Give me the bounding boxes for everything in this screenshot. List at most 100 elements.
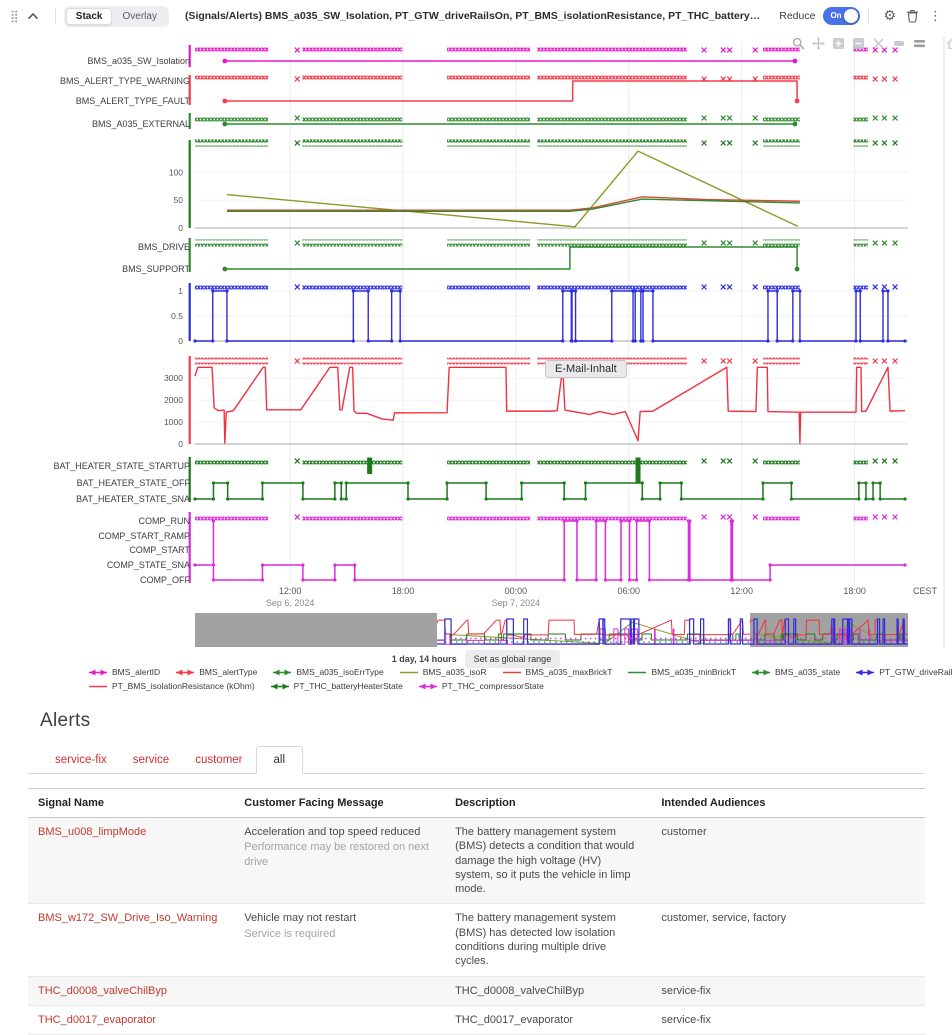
audiences-cell: service-fix	[651, 976, 925, 1006]
column-header: Customer Facing Message	[234, 788, 446, 818]
widget-header: ⣿ Stack Overlay (Signals/Alerts) BMS_a03…	[0, 0, 952, 32]
svg-text:2000: 2000	[164, 395, 183, 405]
legend-marker-icon	[418, 683, 437, 689]
legend-item[interactable]: BMS_alertID	[88, 667, 160, 677]
pan-icon[interactable]	[812, 37, 825, 50]
chart-legend: BMS_alertID BMS_alertType BMS_a035_isoErrT…	[88, 667, 952, 695]
customer-message-cell	[234, 976, 446, 1006]
svg-text:BAT_HEATER_STATE_SNA: BAT_HEATER_STATE_SNA	[76, 494, 190, 504]
svg-text:COMP_START_RAMP: COMP_START_RAMP	[98, 531, 190, 541]
svg-text:COMP_OFF: COMP_OFF	[140, 575, 191, 585]
legend-label: BMS_alertType	[199, 667, 258, 677]
legend-item[interactable]: BMS_alertType	[175, 667, 257, 677]
column-header: Intended Audiences	[651, 788, 925, 818]
alerts-title: Alerts	[40, 710, 91, 731]
svg-text:0: 0	[178, 223, 183, 233]
legend-item[interactable]: BMS_a035_isoR	[399, 667, 487, 677]
message-secondary: Performance may be restored on next driv…	[244, 841, 429, 868]
svg-text:1000: 1000	[164, 417, 183, 427]
alerts-table: Signal Name Customer Facing Message Descri…	[28, 788, 925, 1035]
tab-all[interactable]: all	[255, 746, 304, 774]
hover-tooltip: E-Mail-Inhalt	[545, 360, 627, 378]
toggle-lines-icon[interactable]	[913, 38, 926, 49]
divider	[54, 8, 56, 24]
legend-marker-icon	[89, 685, 107, 687]
svg-text:COMP_STATE_SNA: COMP_STATE_SNA	[107, 560, 190, 570]
collapse-chevron-icon[interactable]	[27, 12, 39, 20]
table-row: BMS_w172_SW_Drive_Iso_Warning Vehicle may…	[28, 903, 925, 977]
signal-name-link[interactable]: BMS_w172_SW_Drive_Iso_Warning	[28, 903, 235, 977]
drag-handle-icon[interactable]: ⣿	[10, 9, 19, 23]
legend-marker-icon	[89, 669, 107, 675]
svg-text:0: 0	[178, 336, 183, 346]
reduce-label: Reduce	[779, 10, 816, 22]
signal-name-link[interactable]: THC_d0008_valveChilByp	[28, 976, 235, 1006]
legend-item[interactable]: BMS_a035_isoErrType	[272, 667, 384, 677]
audiences-cell: customer, service, factory	[651, 903, 925, 977]
legend-label: PT_BMS_isolationResistance (kOhm)	[112, 681, 255, 691]
signal-name-link[interactable]: BMS_u008_limpMode	[28, 817, 235, 905]
legend-label: BMS_a035_state	[775, 667, 841, 677]
zoom-icon[interactable]	[792, 37, 805, 50]
trash-icon[interactable]	[906, 9, 919, 23]
spikelines-icon[interactable]	[892, 38, 906, 49]
legend-item[interactable]: PT_THC_batteryHeaterState	[270, 681, 403, 691]
svg-text:18:00: 18:00	[392, 586, 415, 596]
description-cell: The battery management system (BMS) has …	[445, 903, 652, 977]
table-row: THC_d0008_valveChilByp THC_d0008_valveChi…	[28, 976, 925, 1006]
overlay-button[interactable]: Overlay	[112, 8, 166, 25]
reduce-toggle[interactable]: On	[823, 7, 861, 25]
stack-button[interactable]: Stack	[65, 7, 113, 25]
customer-message-cell	[234, 1005, 446, 1035]
svg-text:12:00: 12:00	[730, 586, 753, 596]
legend-marker-icon	[502, 671, 521, 673]
range-duration-label: 1 day, 14 hours	[391, 654, 457, 664]
svg-text:CEST: CEST	[913, 586, 938, 596]
tab-service[interactable]: service	[132, 754, 170, 766]
svg-text:Sep 6, 2024: Sep 6, 2024	[266, 598, 315, 608]
tab-service-fix[interactable]: service-fix	[55, 754, 107, 766]
description-cell: THC_d0017_evaporator	[445, 1005, 652, 1035]
legend-item[interactable]: PT_THC_compressorState	[418, 681, 544, 691]
legend-label: PT_THC_batteryHeaterState	[293, 681, 403, 691]
home-reset-icon[interactable]	[946, 37, 952, 50]
message-primary: Acceleration and top speed reduced	[244, 826, 421, 838]
svg-text:BMS_ALERT_TYPE_FAULT: BMS_ALERT_TYPE_FAULT	[76, 96, 191, 106]
legend-label: BMS_alertID	[112, 667, 161, 677]
legend-marker-icon	[399, 671, 418, 673]
legend-label: BMS_a035_isoR	[422, 667, 487, 677]
description-cell: The battery management system (BMS) dete…	[445, 817, 652, 905]
legend-item[interactable]: BMS_a035_maxBrickT	[502, 667, 612, 677]
kebab-menu-icon[interactable]: ⋮	[929, 8, 942, 24]
autoscale-icon[interactable]	[872, 37, 885, 50]
stack-overlay-segmented-control: Stack Overlay	[63, 5, 169, 27]
legend-item[interactable]: PT_BMS_isolationResistance (kOhm)	[88, 681, 255, 691]
customer-message-cell: Vehicle may not restart Service is requir…	[234, 903, 446, 977]
description-cell: THC_d0008_valveChilByp	[445, 976, 652, 1006]
legend-item[interactable]: PT_GTW_driveRailsOn	[855, 667, 952, 677]
legend-label: BMS_a035_isoErrType	[296, 667, 384, 677]
svg-text:00:00: 00:00	[505, 586, 528, 596]
svg-text:BMS_SUPPORT: BMS_SUPPORT	[122, 264, 190, 274]
signal-plot-widget: ⣿ Stack Overlay (Signals/Alerts) BMS_a03…	[0, 0, 952, 695]
settings-gear-icon[interactable]: ⚙	[883, 8, 896, 24]
svg-text:COMP_START: COMP_START	[129, 545, 190, 555]
legend-marker-icon	[856, 669, 875, 675]
legend-label: PT_THC_compressorState	[441, 681, 544, 691]
svg-text:06:00: 06:00	[618, 586, 641, 596]
svg-text:1: 1	[178, 286, 183, 296]
set-global-range-button[interactable]: Set as global range	[464, 650, 561, 668]
zoom-out-icon[interactable]	[852, 37, 865, 50]
legend-item[interactable]: BMS_a035_state	[751, 667, 840, 677]
signal-name-link[interactable]: THC_d0017_evaporator	[28, 1005, 235, 1035]
legend-marker-icon	[270, 683, 289, 689]
svg-text:100: 100	[169, 167, 183, 177]
alerts-section: Alerts service-fix service customer all Sig…	[28, 710, 925, 1035]
tab-customer[interactable]: customer	[195, 754, 243, 766]
svg-text:BMS_ALERT_TYPE_WARNING: BMS_ALERT_TYPE_WARNING	[60, 76, 190, 86]
signals-chart[interactable]: BMS_a035_SW_Isolation BMS_ALERT_TYPE_WARN…	[0, 32, 952, 668]
zoom-in-icon[interactable]	[832, 37, 845, 50]
legend-item[interactable]: BMS_a035_minBrickT	[627, 667, 736, 677]
column-header: Description	[445, 788, 652, 818]
svg-text:COMP_RUN: COMP_RUN	[138, 516, 190, 526]
